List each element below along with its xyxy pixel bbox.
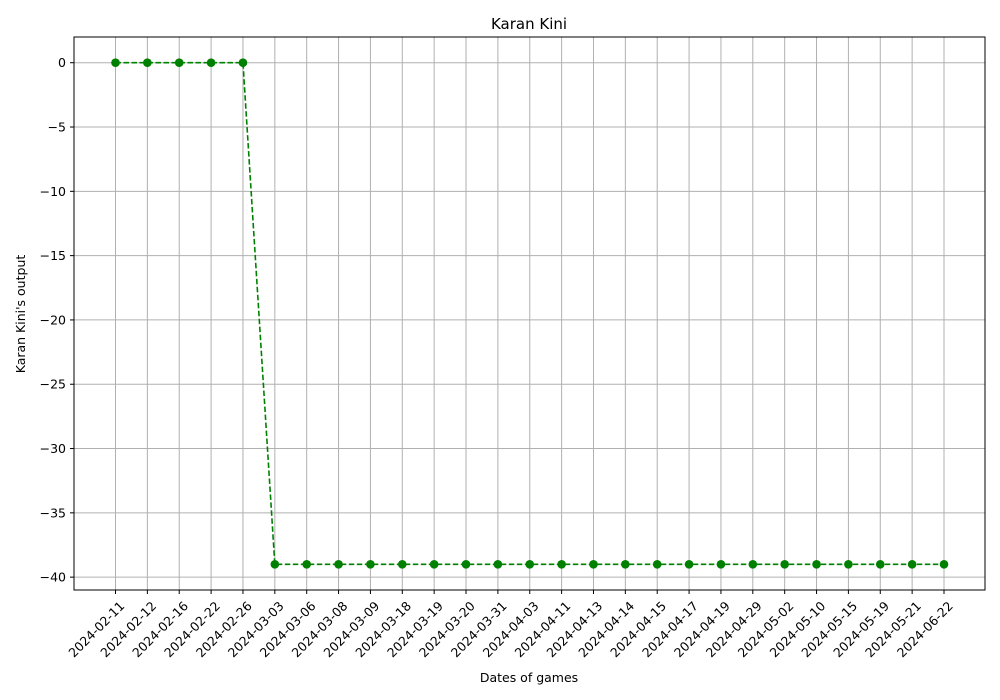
data-point <box>875 559 885 569</box>
data-point <box>366 559 375 569</box>
y-tick-label: −40 <box>40 570 66 585</box>
data-point <box>907 559 917 569</box>
series-layer <box>111 58 949 569</box>
data-point <box>621 559 630 569</box>
data-point <box>270 559 280 569</box>
y-tick-label: 0 <box>58 55 66 70</box>
data-point <box>652 559 662 569</box>
y-tick-label: −30 <box>40 441 66 456</box>
y-tick-label: −20 <box>40 312 66 327</box>
data-point <box>429 559 439 569</box>
data-point <box>493 559 503 569</box>
y-axis-label: Karan Kini's output <box>13 255 28 374</box>
y-tick-label: −10 <box>40 184 66 199</box>
data-point <box>461 559 471 569</box>
data-point <box>206 58 216 68</box>
x-axis-label: Dates of games <box>480 670 578 685</box>
data-point <box>334 559 343 569</box>
data-point <box>111 58 120 68</box>
data-point <box>302 559 311 569</box>
data-point <box>684 559 694 569</box>
data-point <box>557 559 566 569</box>
data-point <box>939 559 949 569</box>
data-point <box>780 559 789 569</box>
data-point <box>525 559 535 569</box>
y-tick-label: −25 <box>40 377 66 392</box>
y-tick-label: −35 <box>40 505 66 520</box>
data-point <box>174 58 184 68</box>
data-point <box>143 58 152 68</box>
data-point <box>397 559 407 569</box>
data-point <box>238 58 248 68</box>
y-tick-label: −15 <box>40 248 66 263</box>
y-axis-ticks: 0 −5 −10 −15 −20 −25 −30 −35 −40 <box>40 55 74 585</box>
data-point <box>844 559 853 569</box>
data-point <box>748 559 758 569</box>
data-point <box>812 559 821 569</box>
x-axis-ticks: 2024-02-112024-02-122024-02-162024-02-22… <box>65 590 956 660</box>
grid <box>74 37 985 590</box>
y-tick-label: −5 <box>48 120 66 135</box>
data-point <box>589 559 598 569</box>
data-point <box>716 559 726 569</box>
chart-title: Karan Kini <box>491 15 567 33</box>
